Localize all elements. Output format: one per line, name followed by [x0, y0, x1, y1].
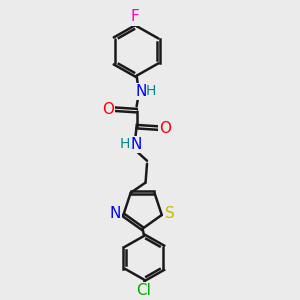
Text: N: N — [130, 137, 141, 152]
Text: H: H — [119, 137, 130, 151]
Text: N: N — [135, 84, 147, 99]
Text: F: F — [131, 9, 140, 24]
Text: O: O — [160, 121, 172, 136]
Text: S: S — [165, 206, 175, 221]
Text: H: H — [146, 84, 156, 98]
Text: N: N — [109, 206, 121, 221]
Text: O: O — [102, 102, 114, 117]
Text: Cl: Cl — [136, 283, 152, 298]
